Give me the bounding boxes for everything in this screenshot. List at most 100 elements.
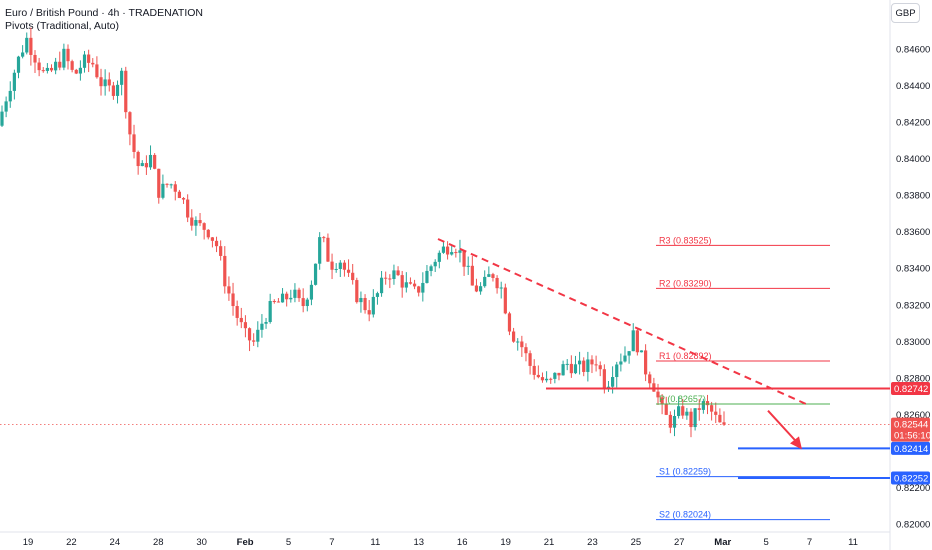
candle-body xyxy=(623,355,627,362)
candle-body xyxy=(111,85,115,96)
candle-body xyxy=(611,377,615,387)
candle-body xyxy=(718,414,722,423)
candle-body xyxy=(66,48,70,62)
candle-body xyxy=(499,287,503,289)
candle-body xyxy=(693,408,697,428)
current-price-badge xyxy=(891,417,930,442)
candle-body xyxy=(239,317,243,323)
candle-body xyxy=(396,270,400,276)
candle-body xyxy=(243,322,248,329)
candle-body xyxy=(264,322,268,324)
candle-body xyxy=(677,406,681,417)
candle-body xyxy=(433,261,437,267)
candle-body xyxy=(565,363,569,365)
candle-body xyxy=(483,276,487,287)
x-tick-label: 22 xyxy=(66,537,77,548)
candle-body xyxy=(421,282,425,293)
candles xyxy=(0,27,726,438)
candle-body xyxy=(293,289,297,298)
candle-body xyxy=(4,101,8,112)
candle-body xyxy=(231,293,235,307)
candle-body xyxy=(91,62,95,65)
candle-body xyxy=(334,268,338,270)
x-tick-label: 21 xyxy=(544,537,555,548)
pivot-label: S2 (0.82024) xyxy=(659,510,711,520)
candle-body xyxy=(503,287,507,314)
trendline[interactable] xyxy=(437,238,807,405)
candle-body xyxy=(470,265,474,286)
candle-body xyxy=(326,237,330,262)
candle-body xyxy=(491,274,495,278)
candle-body xyxy=(400,275,404,288)
candle-body xyxy=(305,299,309,307)
candle-body xyxy=(474,285,479,292)
candle-body xyxy=(313,263,318,285)
candle-body xyxy=(128,112,132,135)
y-tick-label: 0.82200 xyxy=(896,483,930,494)
candle-body xyxy=(25,37,29,53)
indicator-label[interactable]: Pivots (Traditional, Auto) xyxy=(5,20,119,32)
y-tick-label: 0.82600 xyxy=(896,410,930,421)
x-tick-label: 7 xyxy=(807,537,812,548)
currency-button[interactable]: GBP xyxy=(891,3,920,23)
candle-body xyxy=(309,284,314,300)
x-tick-label: Mar xyxy=(714,537,731,548)
candle-body xyxy=(363,297,367,311)
candle-body xyxy=(173,184,177,192)
x-tick-label: 19 xyxy=(500,537,511,548)
candle-body xyxy=(507,313,512,332)
candle-body xyxy=(235,306,239,318)
candle-body xyxy=(16,56,21,73)
x-tick-label: 13 xyxy=(414,537,425,548)
candle-body xyxy=(41,70,45,72)
candle-body xyxy=(379,277,384,294)
candle-body xyxy=(177,191,182,199)
candle-body xyxy=(169,184,173,186)
candle-body xyxy=(408,282,413,284)
candle-body xyxy=(285,293,289,300)
candle-body xyxy=(338,262,342,269)
candle-body xyxy=(594,364,598,366)
candle-body xyxy=(247,328,252,341)
candle-body xyxy=(289,297,293,300)
y-tick-label: 0.84200 xyxy=(896,118,930,129)
y-tick-label: 0.83600 xyxy=(896,227,930,238)
candle-body xyxy=(619,361,623,365)
candle-body xyxy=(660,397,664,405)
candle-body xyxy=(454,252,458,254)
resistance-price-badge-text: 0.82742 xyxy=(894,384,928,395)
candle-body xyxy=(276,301,281,303)
candle-body xyxy=(260,323,264,330)
candle-body xyxy=(62,48,66,68)
x-tick-label: 5 xyxy=(764,537,769,548)
candle-body xyxy=(148,154,153,168)
candle-body xyxy=(557,372,561,376)
candle-body xyxy=(532,365,536,375)
candle-body xyxy=(49,67,54,71)
candle-body xyxy=(342,262,347,270)
candle-body xyxy=(280,293,285,303)
current-price-badge-text: 01:56:10 xyxy=(894,431,931,442)
candle-body xyxy=(165,183,169,185)
candle-body xyxy=(371,296,375,315)
candle-body xyxy=(412,283,417,287)
candle-body xyxy=(478,286,483,292)
x-tick-label: 5 xyxy=(286,537,291,548)
current-price-badge-text: 0.82544 xyxy=(894,420,928,431)
candle-body xyxy=(549,378,553,380)
candle-body xyxy=(8,90,12,102)
candle-body xyxy=(219,246,223,256)
candle-body xyxy=(115,84,120,96)
candle-body xyxy=(602,369,606,390)
pivot-label: P (0.82657) xyxy=(659,394,706,404)
candle-body xyxy=(681,406,685,416)
candle-body xyxy=(375,293,380,297)
candle-body xyxy=(227,286,231,294)
candle-body xyxy=(157,168,161,198)
candle-body xyxy=(21,52,25,57)
candle-body xyxy=(672,416,677,428)
candle-body xyxy=(210,237,215,241)
candle-body xyxy=(388,278,392,280)
projection-arrow[interactable] xyxy=(767,410,798,444)
